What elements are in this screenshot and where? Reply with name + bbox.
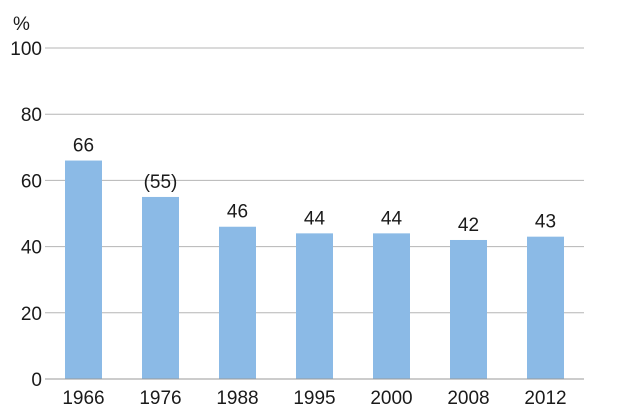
gridlines [45,47,584,314]
data-label-1995: 44 [304,208,326,229]
y-tick-label: 0 [31,370,42,391]
x-tick-label-2000: 2000 [370,388,412,409]
x-tick-label-1988: 1988 [216,388,258,409]
bar-1988 [219,226,256,379]
x-tick-label-1995: 1995 [293,388,335,409]
y-tick-label: 100 [10,39,42,60]
data-label-1988: 46 [227,202,248,223]
data-label-2012: 43 [535,212,556,233]
y-axis-ticks: 0 20 40 60 80 100 [10,39,42,391]
bar-1995 [296,233,333,379]
x-tick-label-1976: 1976 [139,388,181,409]
bar-1976 [142,196,179,379]
data-label-1966: 66 [73,136,94,157]
y-tick-label: 40 [21,238,42,259]
data-label-2000: 44 [381,208,403,229]
bar-1966 [65,160,102,379]
x-tick-label-2008: 2008 [447,388,489,409]
bar-2012 [527,236,564,379]
y-tick-label: 80 [21,105,42,126]
y-tick-label: 20 [21,304,42,325]
data-label-2008: 42 [458,215,479,236]
data-labels: 66 (55) 46 44 44 42 43 [73,136,556,236]
x-tick-label-1966: 1966 [62,388,104,409]
x-tick-label-2012: 2012 [524,388,566,409]
x-axis-ticks: 1966 1976 1988 1995 2000 2008 2012 [62,388,566,409]
bar-2000 [373,233,410,379]
y-tick-label: 60 [21,171,42,192]
data-label-1976: (55) [144,172,178,193]
bars [65,160,564,379]
y-axis-unit-label: % [13,14,30,35]
bar-2008 [450,239,487,379]
